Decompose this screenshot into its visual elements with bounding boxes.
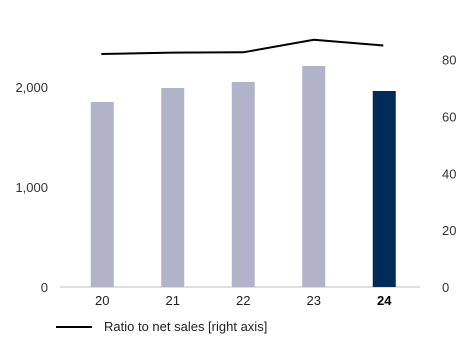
ratio-line bbox=[101, 38, 384, 55]
left-tick-label: 1,000 bbox=[15, 180, 48, 195]
right-tick-label: 80 bbox=[442, 53, 456, 68]
category-label-21: 21 bbox=[166, 293, 180, 308]
bar-22 bbox=[231, 82, 255, 287]
category-label-24: 24 bbox=[377, 293, 392, 308]
left-axis-ticks: 0 1,000 2,000 bbox=[15, 80, 48, 295]
bar-20 bbox=[90, 102, 114, 287]
bar-24 bbox=[372, 91, 396, 287]
legend: Ratio to net sales [right axis] bbox=[56, 319, 267, 334]
right-tick-label: 0 bbox=[442, 280, 449, 295]
left-tick-label: 2,000 bbox=[15, 80, 48, 95]
right-tick-label: 40 bbox=[442, 166, 456, 181]
category-label-20: 20 bbox=[95, 293, 109, 308]
category-labels: 20 21 22 23 24 bbox=[95, 293, 392, 308]
bars bbox=[90, 66, 396, 287]
right-axis-ticks: 0 20 40 60 80 bbox=[442, 53, 456, 295]
bar-21 bbox=[161, 88, 185, 287]
left-tick-label: 0 bbox=[41, 280, 48, 295]
right-tick-label: 20 bbox=[442, 223, 456, 238]
category-label-22: 22 bbox=[236, 293, 250, 308]
right-tick-label: 60 bbox=[442, 110, 456, 125]
category-label-23: 23 bbox=[307, 293, 321, 308]
legend-label: Ratio to net sales [right axis] bbox=[104, 319, 267, 334]
bar-23 bbox=[302, 66, 326, 287]
